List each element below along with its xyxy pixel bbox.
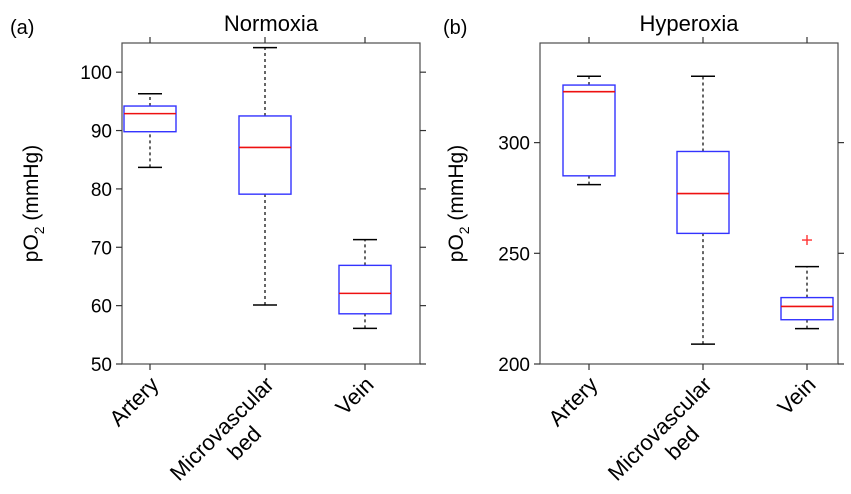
box-2 xyxy=(780,235,834,330)
category-label: Artery xyxy=(543,372,602,431)
category-label-line: Microvascular xyxy=(603,372,717,486)
y-tick-label: 90 xyxy=(91,122,112,143)
iqr-box xyxy=(562,84,616,177)
iqr-box xyxy=(238,115,292,195)
outlier-marker xyxy=(802,235,812,246)
y-tick-label: 300 xyxy=(498,134,530,155)
y-axis-label: pO2 (mmHg) xyxy=(20,145,47,262)
panel-a: (a) Normoxia 50 60 70 80 90 100 pO2 (mmHg) Artery… xyxy=(10,11,426,494)
y-axis-label-main: pO xyxy=(445,234,468,262)
category-label: Vein xyxy=(773,372,821,420)
category-label: Artery xyxy=(104,372,163,431)
iqr-box xyxy=(676,150,730,235)
category-label-line: Artery xyxy=(104,372,163,431)
y-axis-label-sub: 2 xyxy=(456,226,472,234)
category-label-line: Artery xyxy=(543,372,602,431)
panel-label: (b) xyxy=(443,17,467,39)
plot-frame xyxy=(539,42,839,365)
category-label: Microvascularbed xyxy=(603,372,735,494)
panel-b: (b) Hyperoxia 200 250 300 pO2 (mmHg) Artery Mic… xyxy=(443,11,844,494)
iqr-box xyxy=(780,296,834,321)
category-label: Microvascularbed xyxy=(165,372,297,494)
panel-label: (a) xyxy=(10,17,34,39)
iqr-box xyxy=(123,105,177,133)
chart-title: Normoxia xyxy=(224,11,319,36)
y-axis-label-main: pO xyxy=(20,234,43,262)
y-tick-label: 50 xyxy=(91,355,112,376)
iqr-box xyxy=(338,264,392,315)
category-label: Vein xyxy=(331,372,379,420)
y-tick-label: 80 xyxy=(91,180,112,201)
box-0 xyxy=(562,75,616,186)
y-axis-label: pO2 (mmHg) xyxy=(445,145,472,262)
y-axis-label-sub: 2 xyxy=(31,226,47,234)
category-label-line: Microvascular xyxy=(165,372,279,486)
box-0 xyxy=(123,93,177,169)
category-label-line: Vein xyxy=(773,372,821,420)
box-2 xyxy=(338,238,392,330)
category-label-line: Vein xyxy=(331,372,379,420)
y-tick-label: 70 xyxy=(91,238,112,259)
y-tick-label: 60 xyxy=(91,297,112,318)
y-axis-label-unit: (mmHg) xyxy=(20,145,43,227)
y-tick-label: 200 xyxy=(498,355,530,376)
box-1 xyxy=(676,75,730,345)
plot-frame xyxy=(121,42,421,365)
y-tick-label: 100 xyxy=(80,63,112,84)
chart-title: Hyperoxia xyxy=(639,11,739,36)
y-axis-label-unit: (mmHg) xyxy=(445,145,468,227)
box-1 xyxy=(238,46,292,306)
y-tick-label: 250 xyxy=(498,244,530,265)
